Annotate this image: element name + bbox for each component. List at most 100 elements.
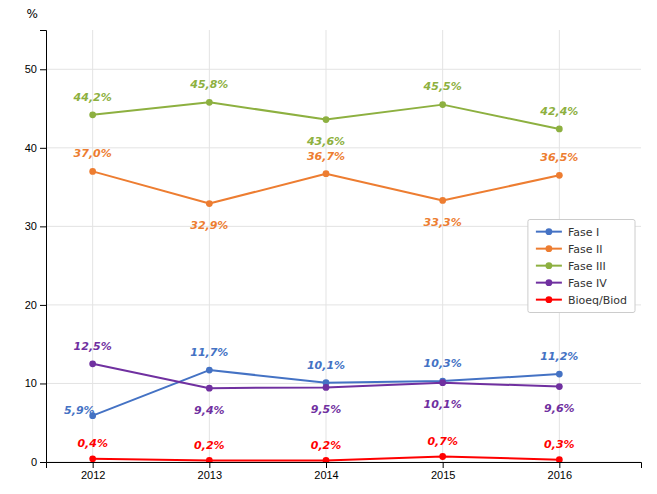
data-label: 32,9% [190, 219, 228, 232]
data-point [556, 383, 563, 390]
y-tick-mark [40, 148, 46, 149]
x-tick: 2014 [314, 462, 338, 481]
data-label: 44,2% [73, 91, 112, 104]
y-tick-mark [40, 305, 46, 306]
series-line [93, 370, 560, 416]
data-label: 9,5% [311, 403, 342, 416]
legend-label: Bioeq/Biod [568, 294, 627, 307]
legend-label: Fase II [568, 243, 603, 256]
legend-box [528, 220, 635, 313]
x-tick-label: 2016 [548, 469, 572, 481]
chart: 2012201320142015201601020304050%5,9%11,7… [0, 0, 657, 494]
data-point [323, 457, 330, 462]
plot-area [89, 99, 562, 462]
data-label: 33,3% [424, 216, 462, 229]
y-tick-label: 0 [31, 456, 37, 468]
x-tick-mark [443, 462, 444, 468]
legend-marker [546, 279, 553, 286]
data-label: 36,7% [307, 150, 345, 163]
y-tick: 30 [25, 220, 46, 232]
y-tick: 40 [25, 142, 46, 154]
y-tick-label: 30 [25, 220, 37, 232]
x-tick-mark [93, 462, 94, 468]
y-axis-line [40, 31, 47, 463]
x-tick: 2016 [548, 462, 572, 481]
data-point [206, 457, 213, 462]
x-tick-label: 2014 [314, 469, 338, 481]
series-line [93, 102, 560, 129]
data-label: 10,3% [424, 357, 462, 370]
data-labels: 5,9% 11,7% 10,1% 10,3% 11,2% 37,0% 32,9% 36,7% 3… [64, 78, 578, 452]
x-tick-mark [209, 462, 210, 468]
y-tick-mark [40, 383, 46, 384]
data-label: 9,6% [544, 402, 575, 415]
data-point [89, 168, 96, 175]
legend-item: Fase I [536, 226, 599, 239]
data-point [323, 116, 330, 123]
y-tick: 20 [25, 299, 46, 311]
grid [46, 30, 641, 462]
data-label: 10,1% [307, 359, 345, 372]
data-label: 0,4% [77, 437, 108, 450]
data-label: 0,2% [311, 439, 342, 452]
y-grid-line [46, 69, 641, 70]
x-tick-mark [559, 462, 560, 468]
data-point [323, 170, 330, 177]
x-tick-mark [326, 462, 327, 468]
data-point [89, 455, 96, 462]
y-tick-label: 40 [25, 142, 37, 154]
y-axis: 01020304050 [25, 31, 47, 469]
x-tick: 2013 [198, 462, 222, 481]
data-point [439, 197, 446, 204]
x-tick-label: 2015 [431, 469, 455, 481]
data-label: 42,4% [539, 105, 578, 118]
legend-label: Fase I [568, 226, 599, 239]
data-label: 45,5% [423, 80, 462, 93]
data-label: 43,6% [306, 135, 345, 148]
data-point [206, 367, 213, 374]
data-label: 45,8% [189, 78, 228, 91]
x-tick: 2012 [81, 462, 105, 481]
data-point [439, 379, 446, 386]
data-label: 10,1% [424, 398, 462, 411]
data-label: 11,7% [190, 346, 228, 359]
legend-item: Fase IV [536, 277, 607, 290]
data-point [206, 200, 213, 207]
data-point [439, 453, 446, 460]
data-point [556, 126, 563, 133]
legend-label: Fase III [568, 260, 606, 273]
data-label: 0,2% [194, 439, 225, 452]
data-point [439, 101, 446, 108]
data-point [556, 371, 563, 378]
data-point [556, 456, 563, 462]
y-axis-title: % [27, 7, 38, 21]
legend-marker [546, 262, 553, 269]
y-tick-label: 20 [25, 299, 37, 311]
y-tick-mark [40, 462, 46, 463]
data-point [323, 384, 330, 391]
y-tick-mark [40, 69, 46, 70]
x-axis: 2012 2013 2014 2015 2016 [47, 462, 642, 481]
legend-marker [546, 228, 553, 235]
x-tick: 2015 [431, 462, 455, 481]
legend-item: Bioeq/Biod [536, 294, 627, 307]
data-label: 11,2% [540, 350, 578, 363]
y-tick-mark [40, 226, 46, 227]
data-point [206, 99, 213, 106]
x-axis-line [47, 463, 642, 469]
x-tick-label: 2012 [81, 469, 105, 481]
legend-marker [546, 245, 553, 252]
data-label: 9,4% [194, 404, 225, 417]
data-label: 0,7% [427, 435, 458, 448]
legend-marker [546, 296, 553, 303]
data-label: 36,5% [540, 151, 578, 164]
data-label: 5,9% [64, 404, 95, 417]
y-tick-label: 50 [25, 63, 37, 75]
data-point [206, 385, 213, 392]
data-label: 37,0% [74, 147, 112, 160]
legend-item: Fase II [536, 243, 603, 256]
x-tick-label: 2013 [198, 469, 222, 481]
data-label: 0,3% [544, 438, 575, 451]
x-grid-line [209, 30, 210, 462]
data-label: 12,5% [74, 340, 112, 353]
